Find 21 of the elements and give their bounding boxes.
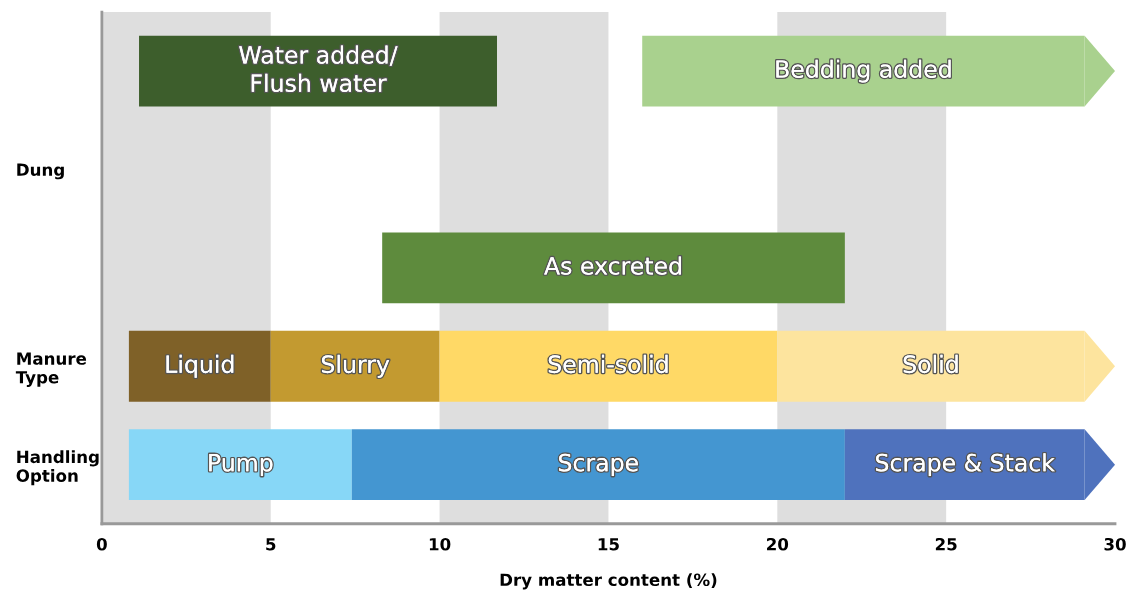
series-label: Water added/ Flush water [239, 45, 398, 93]
series-label: Pump [209, 454, 273, 477]
y-tick-label: Manure Type [15, 352, 87, 387]
series-label: Liquid [166, 354, 234, 378]
x-tick-label: 0 [96, 537, 107, 551]
x-tick-label: 30 [1104, 537, 1126, 551]
series-label: Bedding added [776, 59, 951, 83]
y-tick-label: Dung [17, 163, 64, 180]
x-tick-label: 25 [935, 537, 957, 551]
series-label: Slurry [321, 354, 390, 378]
x-tick-label: 15 [598, 538, 619, 551]
x-axis-title: Dry matter content (%) [500, 573, 717, 590]
x-tick-label: 5 [266, 538, 276, 551]
series-label: Scrape & Stack [876, 453, 1055, 477]
x-tick-label: 10 [429, 537, 451, 551]
series-label: As excreted [544, 256, 681, 275]
series-label: Semi-solid [548, 354, 668, 374]
series-label: Scrape [559, 453, 638, 477]
series-label: Solid [903, 354, 958, 374]
y-tick-label: Handling Option [16, 450, 99, 486]
x-tick-label: 20 [767, 537, 789, 551]
